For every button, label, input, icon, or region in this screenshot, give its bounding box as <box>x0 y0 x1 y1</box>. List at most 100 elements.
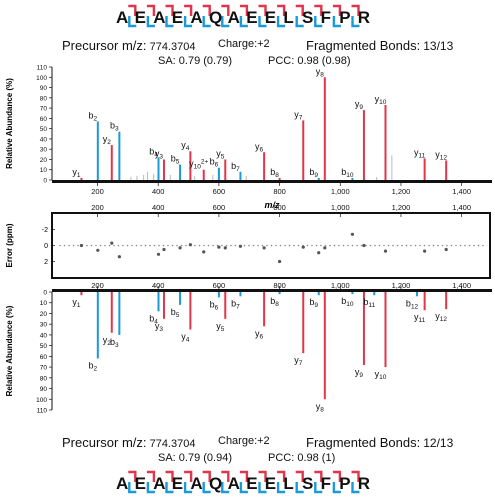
top-peak-label-b6: b6 <box>210 157 219 169</box>
bottom-peak-label-y12: y12 <box>435 311 447 323</box>
bottom-fragmented: Fragmented Bonds: 12/13 <box>306 435 453 450</box>
error-baseline-dot <box>410 244 412 247</box>
top-peak-label-y6: y6 <box>255 141 264 153</box>
error-baseline-dot <box>68 244 70 247</box>
bottom-residue-7: A <box>227 474 240 493</box>
error-baseline-dot <box>198 244 201 247</box>
bottom-y-tick-label: 80 <box>40 375 48 382</box>
error-baseline-dot <box>243 244 246 247</box>
error-baseline-dot <box>257 244 259 247</box>
top-fragmented-value: 13/13 <box>423 39 454 53</box>
error-baseline-dot <box>90 244 93 247</box>
error-baseline-dot <box>387 244 390 247</box>
top-pcc-label: PCC: <box>268 55 295 67</box>
error-baseline-dot <box>365 244 367 247</box>
error-y-tick-label: -2 <box>42 227 48 234</box>
bottom-y-tick-label: 110 <box>37 408 48 415</box>
error-point <box>323 246 327 250</box>
top-peak-label-y10: y10 <box>375 94 387 106</box>
bottom-peak-label-y10: y10 <box>375 369 387 381</box>
top-peak-label-b7: b7 <box>231 161 240 173</box>
error-baseline-dot <box>221 244 223 247</box>
top-charge: Charge:+2 <box>218 38 270 50</box>
error-point <box>96 248 100 252</box>
error-baseline-dot <box>288 244 291 247</box>
top-x-tick-label: 800 <box>273 187 286 196</box>
top-fragmented-label: Fragmented Bonds: <box>306 38 421 53</box>
error-baseline-dot <box>153 244 156 247</box>
error-baseline-dot <box>455 244 457 247</box>
bottom-peak-label-y4: y4 <box>181 332 190 344</box>
error-baseline-dot <box>176 244 178 247</box>
bottom-b-cleavage-mark-10 <box>295 482 304 494</box>
top-peak-label-y12: y12 <box>435 149 447 161</box>
bottom-peak-label-y2: y2 <box>103 335 112 347</box>
top-peak-label-y8: y8 <box>316 66 325 78</box>
top-y-tick-label: 30 <box>40 147 48 154</box>
error-baseline-dot <box>72 244 75 247</box>
top-peak-label-y4: y4 <box>181 140 190 152</box>
bottom-b-cleavage-mark-4 <box>183 482 193 494</box>
error-top-tick-label: 1,200 <box>392 203 411 212</box>
error-baseline-dot <box>392 244 394 247</box>
top-b-cleavage-mark-1 <box>128 16 137 28</box>
bottom-residue-14: R <box>357 474 371 493</box>
error-point <box>262 246 266 250</box>
error-baseline-dot <box>77 244 79 247</box>
top-pcc: PCC: 0.98 (0.98) <box>268 55 351 67</box>
top-residue-10: L <box>283 8 294 27</box>
top-sa-label: SA: <box>158 55 176 67</box>
bottom-residue-2: E <box>134 474 146 493</box>
bottom-y-cleavage-mark-13 <box>351 470 360 482</box>
error-baseline-dot <box>477 244 480 247</box>
top-residue-11: S <box>302 8 314 27</box>
top-peak-label-y3: y3 <box>155 148 164 160</box>
error-point <box>223 246 227 250</box>
error-point <box>217 245 221 249</box>
top-peak-label-b8: b8 <box>270 167 279 179</box>
top-residue-8: E <box>246 8 258 27</box>
bottom-residue-13: P <box>339 474 351 493</box>
error-point <box>188 243 192 247</box>
error-baseline-dot <box>225 244 228 247</box>
error-baseline-dot <box>306 244 309 247</box>
error-baseline-dot <box>86 244 88 247</box>
top-y-tick-label: 10 <box>40 167 48 174</box>
top-residue-9: E <box>264 8 277 27</box>
bottom-b-cleavage-mark-7 <box>239 482 248 494</box>
error-baseline-dot <box>320 244 322 247</box>
error-point <box>178 246 182 250</box>
error-top-tick-label: 600 <box>213 203 226 212</box>
top-peak-label-b10: b10 <box>341 167 354 179</box>
bottom-peak-label-y6: y6 <box>255 328 264 340</box>
bottom-b-cleavage-mark-2 <box>146 482 155 494</box>
error-point <box>79 243 84 248</box>
error-baseline-dot <box>297 244 300 247</box>
top-y-cleavage-mark-11 <box>314 4 323 16</box>
error-baseline-dot <box>437 244 439 247</box>
bottom-b-cleavage-mark-3 <box>165 482 174 494</box>
top-peak-label-y1: y1 <box>72 167 81 179</box>
bottom-y-tick-label: 90 <box>40 386 48 393</box>
bottom-residue-5: A <box>190 474 203 493</box>
bottom-residue-3: A <box>153 474 166 493</box>
bottom-pcc-label: PCC: <box>268 452 295 464</box>
error-baseline-dot <box>252 244 255 247</box>
bottom-y-cleavage-mark-7 <box>239 470 249 482</box>
error-baseline-dot <box>59 244 61 247</box>
bottom-y-cleavage-mark-6 <box>221 470 230 482</box>
error-baseline-dot <box>284 244 286 247</box>
bottom-precursor-label: Precursor m/z: <box>62 435 147 450</box>
error-baseline-dot <box>428 244 430 247</box>
bottom-residue-8: E <box>246 474 258 493</box>
error-baseline-dot <box>162 244 165 247</box>
error-baseline-dot <box>117 244 120 247</box>
error-point <box>423 249 427 253</box>
error-baseline-dot <box>342 244 345 247</box>
bottom-residue-12: F <box>320 474 331 493</box>
error-baseline-dot <box>482 244 484 247</box>
error-baseline-dot <box>131 244 133 247</box>
top-y-cleavage-mark-4 <box>184 4 193 16</box>
error-baseline-dot <box>144 244 147 247</box>
bottom-y-cleavage-mark-10 <box>295 470 304 482</box>
